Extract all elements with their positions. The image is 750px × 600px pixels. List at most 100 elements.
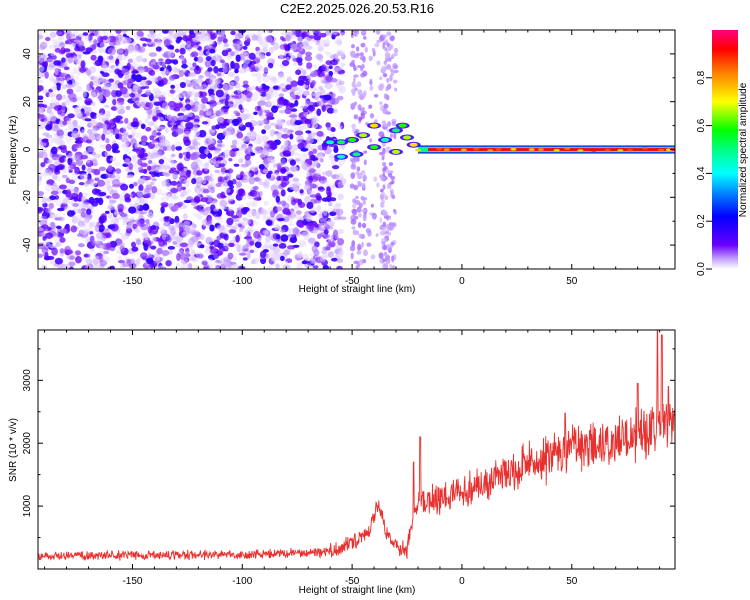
heatmap-cell xyxy=(230,51,235,57)
heatmap-cell xyxy=(99,244,105,250)
heatmap-cell xyxy=(149,192,156,200)
heatmap-cell xyxy=(200,197,209,203)
heatmap-cell xyxy=(251,73,258,77)
heatmap-cell xyxy=(164,172,171,177)
heatmap-cell xyxy=(201,96,208,104)
y-tick-label: -40 xyxy=(22,237,33,252)
heatmap-cell xyxy=(355,265,359,269)
x-tick-label: -150 xyxy=(122,576,142,587)
heatmap-cell xyxy=(128,162,134,170)
heatmap-cell xyxy=(382,162,387,167)
spectrogram-panel: -150 -100 -50 0 50 -40 -20 0 20 40 Height of stra… xyxy=(8,29,676,295)
heatmap-cell xyxy=(94,177,100,182)
heatmap-cell xyxy=(65,136,72,144)
heatmap-cell xyxy=(374,43,380,48)
heatmap-cell xyxy=(392,208,396,213)
heatmap-cell xyxy=(221,49,229,57)
heatmap-cell xyxy=(191,178,197,185)
heatmap-cell xyxy=(65,83,74,89)
heatmap-cell xyxy=(56,241,62,247)
heatmap-cell xyxy=(331,97,340,105)
heatmap-cell xyxy=(256,72,262,80)
heatmap-cell xyxy=(279,147,284,152)
heatmap-cell xyxy=(88,196,95,205)
heatmap-cell xyxy=(135,226,141,233)
heatmap-cell xyxy=(108,65,115,70)
heatmap-cell xyxy=(199,211,208,216)
heatmap-cell xyxy=(140,198,147,205)
heatmap-cell xyxy=(304,195,311,204)
heatmap-cell xyxy=(81,207,86,212)
heatmap-cell xyxy=(193,66,202,75)
heatmap-cell xyxy=(196,253,204,259)
heatmap-cell xyxy=(38,79,44,84)
heatmap-cell xyxy=(159,226,166,234)
heatmap-cell xyxy=(183,136,190,144)
heatmap-cell xyxy=(205,258,214,263)
heatmap-cell xyxy=(38,190,44,197)
heatmap-cell xyxy=(175,128,184,135)
heatmap-cell xyxy=(65,52,75,59)
heatmap-cell xyxy=(188,237,196,245)
heatmap-cell xyxy=(275,234,281,240)
heatmap-cell xyxy=(123,37,132,44)
heatmap-cell xyxy=(216,37,222,45)
heatmap-cell xyxy=(198,203,206,207)
heatmap-cell xyxy=(361,30,366,34)
heatmap-cell xyxy=(303,110,309,117)
heatmap-cell xyxy=(312,265,319,269)
heatmap-cell xyxy=(338,80,345,86)
heatmap-cell xyxy=(85,253,91,258)
heatmap-cell xyxy=(76,96,83,100)
heatmap-cell xyxy=(242,217,248,221)
heatmap-cell xyxy=(322,234,330,239)
heatmap-cell xyxy=(316,130,324,137)
heatmap-cell xyxy=(197,208,206,213)
heatmap-cell xyxy=(170,122,177,126)
heatmap-cell xyxy=(176,253,181,261)
heatmap-cell xyxy=(361,182,366,188)
heatmap-cell xyxy=(76,51,84,57)
heatmap-cell xyxy=(126,88,134,93)
heatmap-cell xyxy=(105,110,112,118)
heatmap-cell xyxy=(264,229,270,235)
heatmap-cell xyxy=(617,149,624,152)
heatmap-cell xyxy=(280,200,287,206)
heatmap-cell xyxy=(316,53,323,61)
heatmap-cell xyxy=(48,44,57,49)
heatmap-cell xyxy=(219,200,228,207)
heatmap-cell xyxy=(121,30,128,34)
heatmap-cell xyxy=(229,97,236,101)
heatmap-cell xyxy=(173,226,179,233)
heatmap-cell xyxy=(253,139,262,145)
heatmap-cell xyxy=(146,176,152,181)
heatmap-cell xyxy=(304,184,309,191)
heatmap-cell xyxy=(209,100,217,104)
heatmap-cell xyxy=(152,116,157,122)
heatmap-cell xyxy=(234,68,239,74)
heatmap-cell xyxy=(289,159,296,166)
heatmap-cell xyxy=(150,245,157,250)
heatmap-cell xyxy=(50,98,57,106)
heatmap-cell xyxy=(303,163,311,172)
heatmap-cell xyxy=(40,215,48,220)
heatmap-cell xyxy=(101,133,106,141)
heatmap-cell xyxy=(65,189,72,198)
heatmap-cell xyxy=(186,91,193,97)
heatmap-cell xyxy=(403,135,411,140)
heatmap-cell xyxy=(312,64,318,69)
heatmap-cell xyxy=(40,162,46,168)
heatmap-cell xyxy=(68,92,77,101)
heatmap-cell xyxy=(207,144,216,151)
heatmap-cell xyxy=(150,61,155,65)
heatmap-cell xyxy=(122,141,130,147)
heatmap-cell xyxy=(436,147,443,151)
heatmap-cell xyxy=(89,181,98,187)
heatmap-cell xyxy=(153,260,162,264)
y-tick-label: 20 xyxy=(22,96,33,108)
heatmap-cell xyxy=(373,176,378,182)
heatmap-cell xyxy=(162,30,169,34)
heatmap-cell xyxy=(61,174,68,179)
heatmap-cell xyxy=(107,164,113,172)
heatmap-cell xyxy=(224,99,229,107)
